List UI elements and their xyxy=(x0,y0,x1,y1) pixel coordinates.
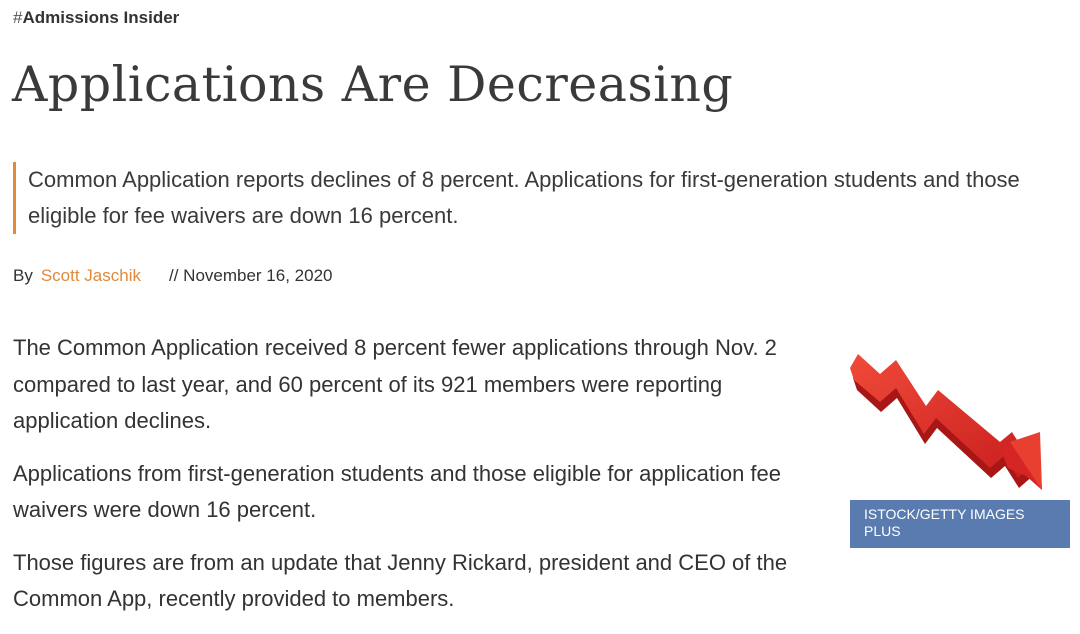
figure-caption: ISTOCK/GETTY IMAGES PLUS xyxy=(850,500,1070,548)
publish-date: // November 16, 2020 xyxy=(169,266,333,285)
author-link[interactable]: Scott Jaschik xyxy=(40,266,141,285)
article-body: The Common Application received 8 percen… xyxy=(13,330,833,634)
body-paragraph: Applications from first-generation stude… xyxy=(13,460,782,523)
article-figure[interactable]: ISTOCK/GETTY IMAGES PLUS xyxy=(850,350,1070,548)
dek-text: Common Application reports declines of 8… xyxy=(28,167,1020,228)
tag-hash: # xyxy=(13,8,23,27)
byline: By Scott Jaschik // November 16, 2020 xyxy=(13,266,332,286)
byline-prefix: By xyxy=(13,266,33,285)
body-paragraph: Those figures are from an update that Je… xyxy=(13,549,788,612)
article-title: Applications Are Decreasing xyxy=(12,56,734,113)
body-paragraph: The Common Application received 8 percen… xyxy=(13,335,777,433)
category-tag: #Admissions Insider xyxy=(13,8,179,28)
tag-link[interactable]: Admissions Insider xyxy=(22,8,180,27)
article-dek: Common Application reports declines of 8… xyxy=(13,162,1058,234)
downward-red-arrow-icon xyxy=(850,354,1042,490)
